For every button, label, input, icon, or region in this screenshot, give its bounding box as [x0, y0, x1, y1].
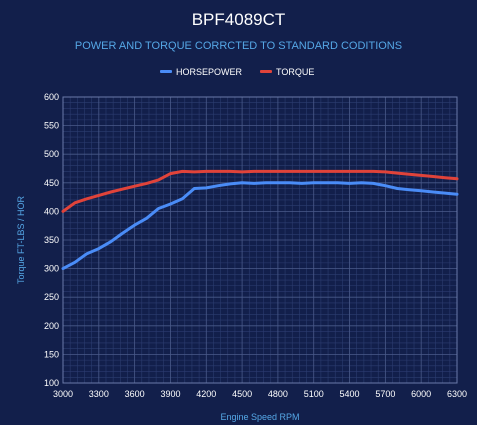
legend-swatch-horsepower [160, 70, 172, 73]
x-tick-labels: 3000 3300 3600 3900 4200 4500 4800 5100 5400 5700… [53, 389, 467, 399]
legend-swatch-torque [260, 70, 272, 73]
y-tick-label: 300 [44, 264, 59, 274]
y-tick-label: 450 [44, 178, 59, 188]
x-tick-label: 4500 [232, 389, 252, 399]
y-tick-label: 500 [44, 149, 59, 159]
major-grid [62, 96, 458, 384]
x-tick-label: 5400 [340, 389, 360, 399]
chart-title: BPF4089CT [191, 10, 286, 29]
y-tick-label: 350 [44, 235, 59, 245]
y-tick-label: 100 [44, 378, 59, 388]
legend-label-torque: TORQUE [276, 67, 314, 77]
series-line-horsepower [61, 181, 459, 271]
chart-subtitle: POWER AND TORQUE CORRCTED TO STANDARD CO… [74, 40, 403, 52]
y-tick-label: 400 [44, 206, 59, 216]
x-tick-label: 3000 [53, 389, 73, 399]
x-tick-label: 3600 [125, 389, 145, 399]
y-tick-label: 600 [44, 92, 59, 102]
legend-label-horsepower: HORSEPOWER [176, 67, 243, 77]
x-tick-label: 4800 [268, 389, 288, 399]
x-tick-label: 6000 [411, 389, 431, 399]
x-tick-label: 3900 [160, 389, 180, 399]
series-lines [61, 169, 459, 271]
legend: HORSEPOWER TORQUE [160, 67, 314, 77]
y-tick-label: 200 [44, 321, 59, 331]
plot-border [62, 96, 458, 384]
x-tick-label: 6300 [447, 389, 467, 399]
x-tick-label: 4200 [196, 389, 216, 399]
x-tick-label: 5100 [304, 389, 324, 399]
y-axis-label: Torque FT-LBS / HOR [16, 195, 26, 284]
series-line-torque [61, 169, 459, 213]
plot-frame [62, 96, 458, 384]
y-tick-label: 150 [44, 349, 59, 359]
y-tick-labels: 100 150 200 250 300 350 400 450 500 550 600 [44, 92, 59, 388]
x-tick-label: 3300 [89, 389, 109, 399]
x-tick-label: 5700 [375, 389, 395, 399]
y-tick-label: 250 [44, 292, 59, 302]
x-axis-label: Engine Speed RPM [220, 412, 299, 422]
y-tick-label: 550 [44, 121, 59, 131]
